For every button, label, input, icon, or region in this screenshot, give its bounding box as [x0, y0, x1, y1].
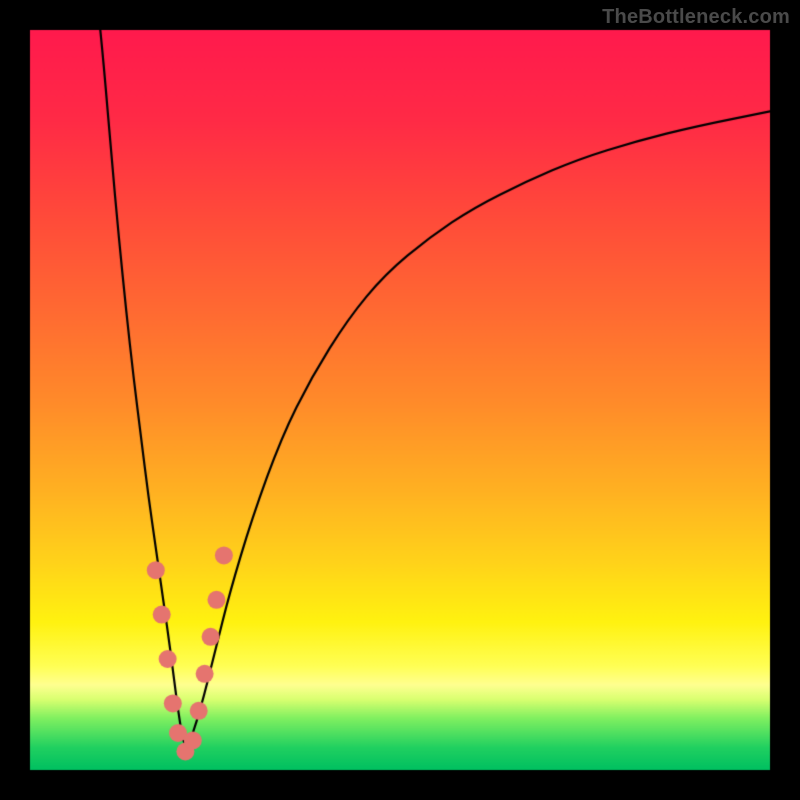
bottleneck-chart: [0, 0, 800, 800]
chart-stage: TheBottleneck.com: [0, 0, 800, 800]
watermark-text: TheBottleneck.com: [602, 6, 790, 29]
